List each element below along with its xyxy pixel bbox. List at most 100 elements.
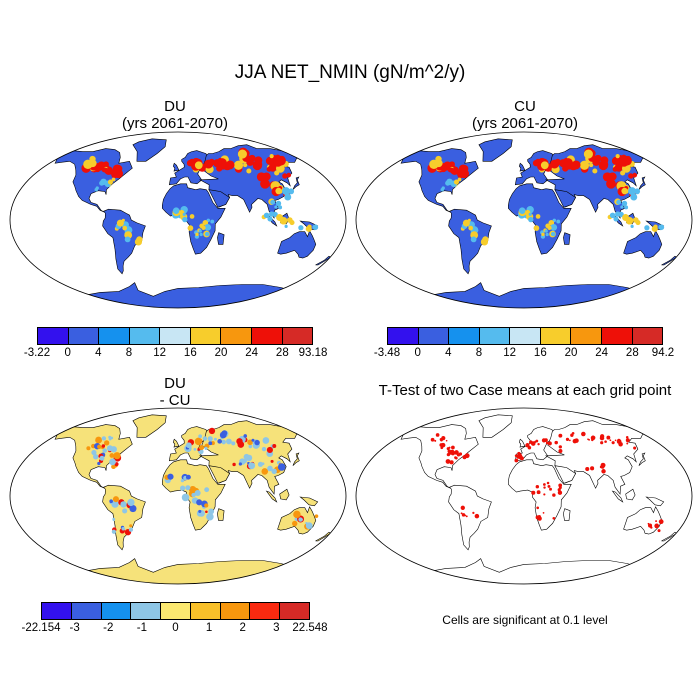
map-cell (556, 219, 561, 224)
du-colorbar-label: 12 (153, 347, 167, 359)
map-cell (254, 439, 260, 446)
map-cell (121, 526, 126, 531)
borneo-landmass (279, 488, 290, 501)
du-colorbar (37, 327, 313, 345)
map-cell (260, 178, 270, 189)
map-cell (109, 458, 116, 466)
newzealand-landmass (315, 255, 332, 266)
diff-colorbar-label: 2 (239, 622, 246, 634)
map-cell (313, 226, 317, 230)
map-cell (231, 441, 236, 446)
map-cell (97, 461, 101, 466)
map-cell (445, 459, 451, 464)
map-cell (552, 516, 556, 520)
map-cell (606, 435, 611, 440)
diff-colorbar-label: 22.548 (292, 622, 328, 634)
map-cell (189, 158, 195, 165)
map-cell (450, 450, 456, 456)
japan-landmass (292, 176, 300, 190)
northamerica-landmass (400, 148, 479, 213)
cu-colorbar-label: 16 (533, 347, 547, 359)
map-cell (284, 224, 288, 228)
cu-colorbar-swatch (479, 328, 511, 344)
map-cell (618, 442, 623, 447)
map-cell (465, 515, 468, 518)
map-cell (589, 163, 594, 168)
arabia-landmass (208, 465, 230, 484)
uk-landmass (518, 162, 526, 172)
cu-colorbar-swatch (540, 328, 572, 344)
map-cell (127, 498, 135, 507)
map-cell (581, 431, 586, 437)
map-cell (128, 527, 133, 532)
map-cell (95, 186, 99, 190)
map-cell (233, 160, 244, 170)
map-cell (434, 439, 437, 442)
map-cell (112, 517, 116, 521)
map-cell (196, 499, 203, 506)
diff-colorbar-label: 3 (273, 622, 280, 634)
map-cell (263, 212, 270, 219)
map-cell (198, 509, 202, 513)
diff-colorbar-swatch (280, 603, 310, 619)
map-cell (514, 458, 519, 463)
map-cell (204, 224, 212, 231)
map-cell (101, 444, 106, 448)
map-cell (238, 462, 242, 466)
cu-colorbar-swatch (571, 328, 602, 344)
map-cell (194, 437, 203, 446)
map-cell (181, 493, 190, 502)
map-cell (574, 438, 579, 443)
diff-colorbar-swatch (71, 603, 102, 619)
map-cell (254, 156, 263, 165)
map-cell (275, 200, 282, 207)
map-cell (622, 214, 630, 222)
cu-colorbar-label: 24 (595, 347, 609, 359)
map-cell (626, 442, 629, 445)
du-colorbar-swatch (38, 328, 69, 344)
map-cell (579, 160, 590, 170)
ttest-panel-title: T-Test of two Case means at each grid po… (378, 382, 672, 399)
map-cell (535, 515, 540, 520)
map-cell (632, 172, 638, 178)
map-cell (609, 212, 616, 219)
map-cell (593, 436, 596, 439)
map-cell (528, 212, 532, 216)
map-cell (102, 448, 107, 453)
map-cell (536, 506, 540, 510)
map-cell (531, 490, 536, 495)
du-colorbar-label: 4 (95, 347, 102, 359)
map-cell (552, 493, 556, 497)
du-colorbar-swatch (221, 328, 252, 344)
uk-landmass (518, 438, 526, 448)
map-border (9, 407, 347, 585)
map-cell (435, 433, 440, 437)
map-cell (480, 238, 489, 246)
map-cell (611, 156, 621, 165)
map-cell (180, 479, 185, 483)
map-cell (625, 438, 630, 443)
map-cell (221, 439, 226, 445)
map-cell (111, 464, 116, 470)
map-cell (594, 155, 599, 160)
map-cell (616, 199, 622, 205)
map-cell (292, 520, 298, 527)
map-cell (518, 207, 526, 214)
map-cell (248, 155, 253, 160)
du-panel-title: DU (yrs 2061-2070) (75, 98, 275, 132)
map-cell (113, 452, 121, 460)
southamerica-landmass (102, 208, 146, 275)
cu-map (355, 131, 693, 309)
map-cell (451, 445, 455, 450)
map-cell (243, 163, 248, 168)
map-cell (270, 459, 274, 463)
map-cell (530, 441, 536, 446)
map-cell (543, 486, 546, 489)
map-cell (540, 161, 549, 170)
du-colorbar-swatch (129, 328, 161, 344)
cu-colorbar (387, 327, 663, 345)
map-cell (543, 483, 546, 486)
map-cell (248, 462, 256, 470)
map-cell (134, 238, 143, 246)
map-cell (547, 225, 552, 230)
